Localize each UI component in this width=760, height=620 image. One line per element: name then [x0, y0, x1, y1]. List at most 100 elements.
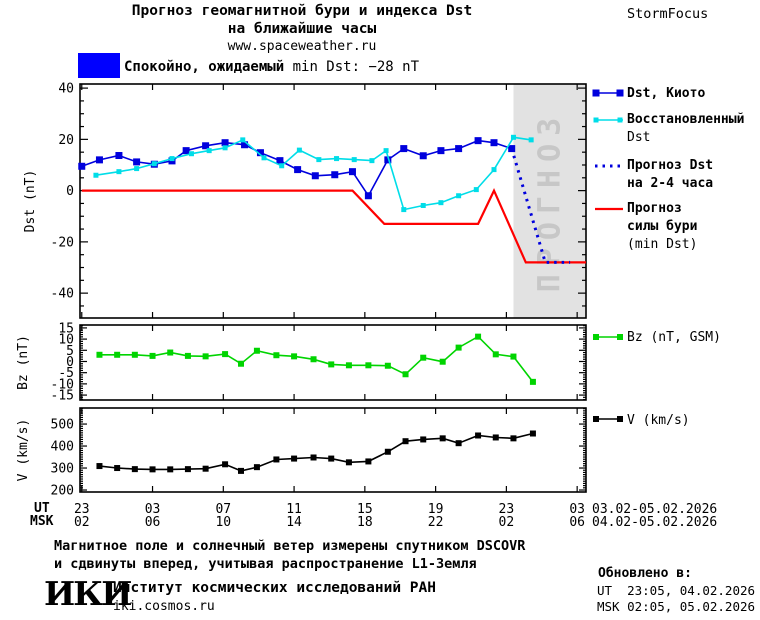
bz-gsm-marker — [253, 347, 260, 354]
dst-restored-marker — [473, 187, 479, 193]
dst-ytick-label: -20 — [51, 235, 74, 250]
dst-kyoto-marker — [256, 149, 264, 157]
bz-ytick-label: -10 — [51, 377, 74, 392]
legend-storm-label-2: силы бури — [627, 219, 698, 234]
v-ytick-label: 200 — [51, 484, 74, 499]
v-ytick-label: 500 — [51, 418, 74, 433]
dst-kyoto-marker — [400, 145, 408, 153]
bz-gsm-marker — [345, 362, 352, 369]
dst-kyoto-marker — [133, 158, 141, 166]
panel-v: 200 300 400 500 V (km/s) — [16, 407, 587, 499]
ut-hour-label: 03 — [145, 502, 161, 517]
msk-hour-label: 22 — [428, 515, 444, 530]
dst-y-axis-label: Dst (nT) — [23, 170, 38, 233]
msk-date-range: 04.02-05.02.2026 — [592, 515, 718, 530]
msk-hour-label: 06 — [145, 515, 161, 530]
v-speed-marker — [131, 466, 138, 473]
bz-gsm-marker — [222, 351, 229, 358]
bz-gsm-marker — [184, 352, 191, 359]
dst-restored-marker — [316, 157, 322, 163]
msk-hour-label: 02 — [74, 515, 90, 530]
legend-marker-restored-square — [617, 117, 623, 123]
bz-gsm-marker — [202, 353, 209, 360]
v-speed-marker — [238, 467, 244, 474]
legend-bz-label: Bz (nT, GSM) — [627, 330, 721, 345]
legend-marker-restored-square — [593, 117, 599, 123]
footer-note-1: Магнитное поле и солнечный ветер измерен… — [54, 538, 526, 554]
msk-hour-label: 02 — [499, 515, 515, 530]
bz-gsm-marker — [420, 354, 427, 361]
dst-kyoto-marker — [276, 157, 284, 165]
bz-gsm-marker — [510, 353, 517, 360]
dst-restored-marker — [222, 145, 228, 151]
bz-gsm-marker — [149, 352, 156, 359]
dst-ytick-label: 40 — [58, 82, 74, 97]
storm-forecast-line — [81, 187, 586, 264]
footer-note-2: и сдвинуты вперед, учитывая распростране… — [54, 556, 477, 572]
ut-date-range: 03.02-05.02.2026 — [592, 502, 718, 517]
dst-kyoto-marker — [331, 171, 339, 179]
ut-row-header: UT — [34, 501, 50, 516]
v-speed-marker — [253, 464, 260, 471]
v-speed-marker — [420, 436, 427, 443]
bz-gsm-marker — [492, 351, 499, 358]
dst-kyoto-marker — [348, 168, 356, 176]
dst-kyoto-marker — [182, 147, 190, 155]
site-url: www.spaceweather.ru — [227, 39, 377, 54]
institute-name: Институт космических исследований РАН — [113, 580, 437, 596]
dst-kyoto-marker — [455, 145, 463, 153]
v-speed-marker — [345, 459, 352, 466]
dst-kyoto-marker — [437, 147, 445, 155]
bz-gsm-marker — [96, 351, 103, 358]
updated-msk-time: MSK 02:05, 05.02.2026 — [597, 599, 756, 614]
legend-forecast-label-1: Прогноз Dst — [627, 158, 714, 173]
v-speed-marker — [202, 465, 209, 472]
msk-row-header: MSK — [30, 514, 54, 529]
dst-restored-marker — [93, 172, 99, 178]
dst-restored-marker — [420, 202, 426, 208]
dst-kyoto-marker — [311, 172, 319, 180]
bz-gsm-marker — [455, 344, 462, 351]
v-speed-marker — [529, 430, 536, 437]
v-speed-marker — [475, 432, 482, 439]
bz-gsm-marker — [365, 362, 372, 369]
legend-marker-dst-kyoto-square — [592, 89, 600, 97]
bz-gsm-marker — [310, 356, 317, 363]
bz-ytick-label: -5 — [58, 366, 74, 381]
v-y-axis-label: V (km/s) — [16, 419, 31, 482]
dst-restored-marker — [369, 158, 375, 164]
dst-kyoto-marker — [474, 137, 482, 145]
bz-y-axis-label: Bz (nT) — [16, 335, 31, 390]
bz-gsm-marker — [114, 351, 121, 358]
dst-ytick-label: -40 — [51, 287, 74, 302]
bz-gsm-marker — [402, 371, 409, 378]
v-ytick-label: 400 — [51, 440, 74, 455]
ut-hour-label: 19 — [428, 502, 444, 517]
bz-gsm-marker — [273, 352, 280, 359]
dst-restored-marker — [510, 134, 516, 140]
dst-restored-marker — [279, 163, 285, 169]
v-speed-marker — [439, 435, 446, 442]
panel-dst: ПРОГНОЗ -40 -20 0 20 40 Dst (nT) — [23, 82, 587, 319]
dst-restored-marker — [383, 148, 389, 154]
v-speed-marker — [328, 455, 335, 462]
bz-gsm-marker — [167, 349, 174, 356]
bz-gsm-marker — [439, 358, 446, 365]
dst-ytick-label: 20 — [58, 133, 74, 148]
legend-v-label: V (km/s) — [627, 413, 690, 428]
dst-kyoto-marker — [241, 141, 249, 149]
dst-ytick-label: 0 — [66, 184, 74, 199]
dst-restored-marker — [528, 137, 534, 143]
dst-kyoto-marker — [490, 139, 498, 147]
dst-restored-marker — [188, 151, 194, 157]
ut-hour-label: 11 — [286, 502, 302, 517]
page-title: Прогноз геомагнитной бури и индекса Dst — [131, 3, 473, 19]
dst-restored-marker — [151, 161, 157, 167]
bz-ytick-label: 10 — [58, 333, 74, 348]
brand-label: StormFocus — [627, 6, 709, 22]
legend-restored-label-1: Восстановленный — [627, 112, 745, 127]
v-speed-marker — [384, 448, 391, 455]
v-ytick-label: 300 — [51, 462, 74, 477]
